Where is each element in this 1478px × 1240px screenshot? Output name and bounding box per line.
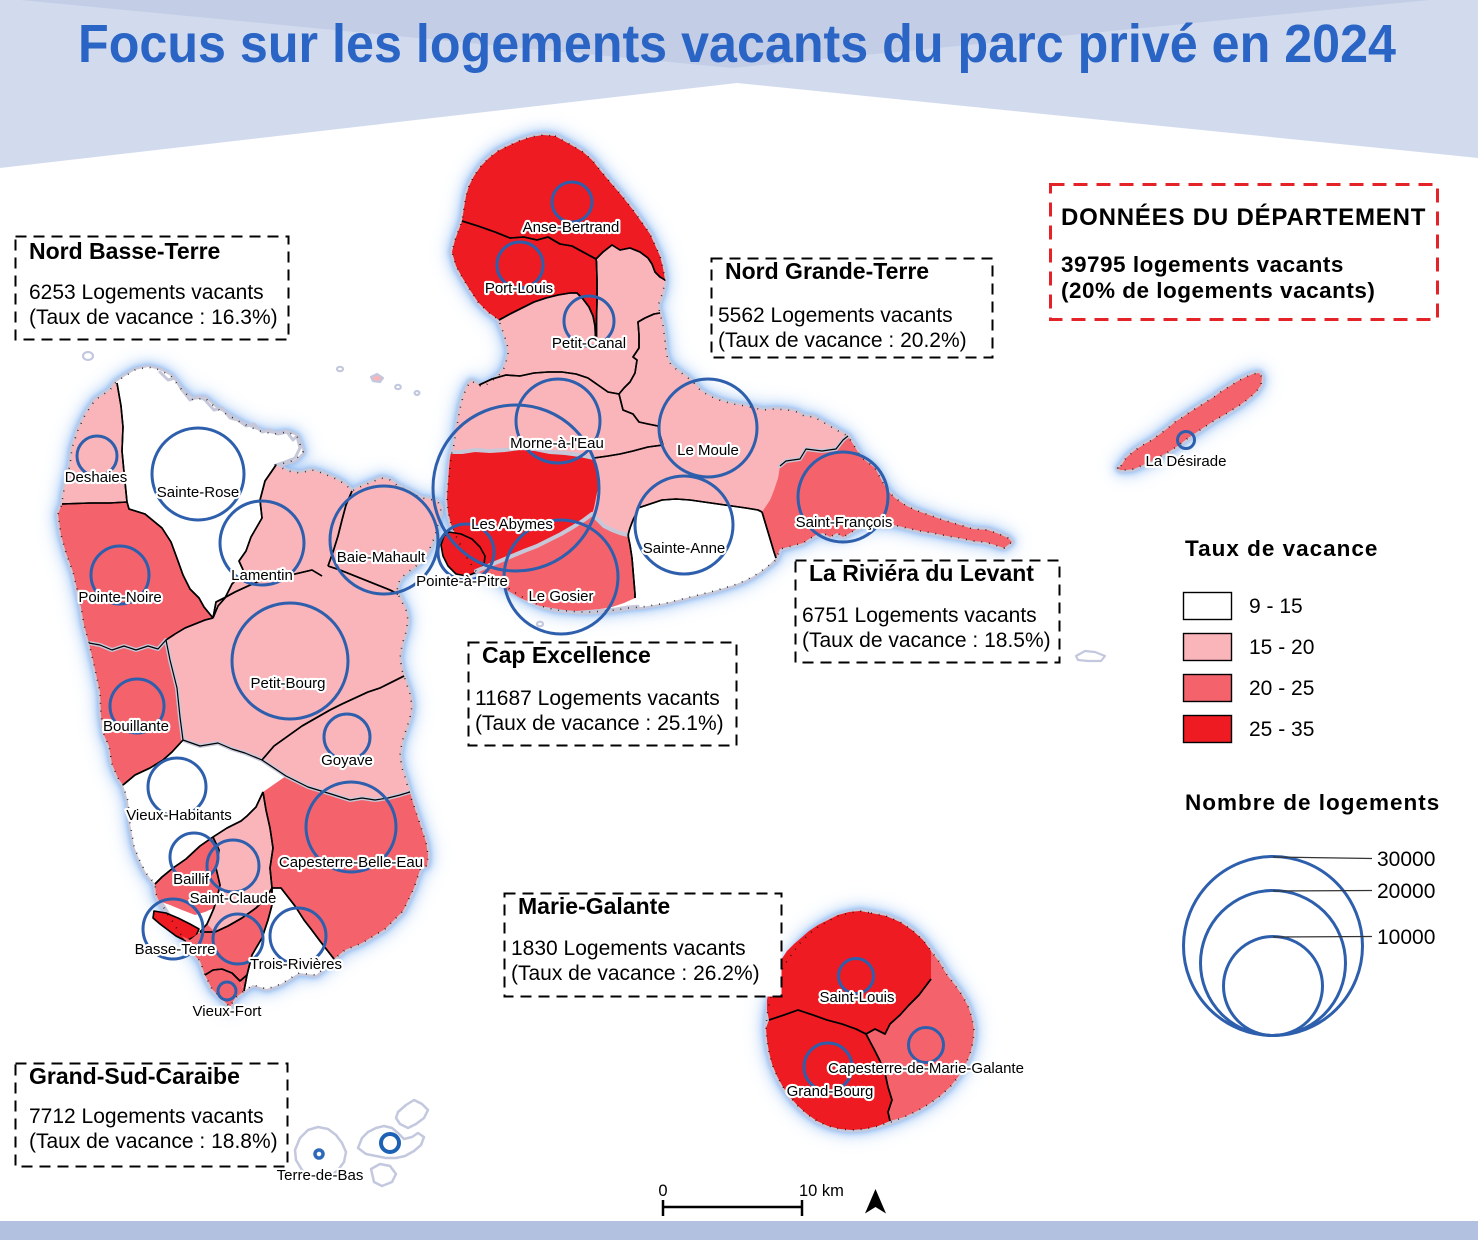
svg-text:Saint-François: Saint-François [796,514,893,531]
svg-text:11687 Logements vacants: 11687 Logements vacants [475,687,720,710]
svg-text:Sainte-Rose: Sainte-Rose [157,484,240,501]
svg-text:(Taux de vacance : 20.2%): (Taux de vacance : 20.2%) [718,329,967,352]
svg-text:Vieux-Fort: Vieux-Fort [193,1003,263,1020]
svg-text:15 - 20: 15 - 20 [1249,636,1314,659]
svg-text:Saint-Claude: Saint-Claude [190,890,277,907]
svg-text:Pointe-Noire: Pointe-Noire [78,589,161,606]
svg-text:Saint-Louis: Saint-Louis [819,989,894,1006]
svg-text:5562 Logements vacants: 5562 Logements vacants [718,304,953,327]
svg-text:Sainte-Anne: Sainte-Anne [643,540,726,557]
svg-text:Focus sur les logements vacant: Focus sur les logements vacants du parc … [78,14,1396,74]
svg-text:20 - 25: 20 - 25 [1249,677,1314,700]
svg-text:La Désirade: La Désirade [1146,453,1227,470]
svg-text:Vieux-Habitants: Vieux-Habitants [126,807,232,824]
svg-text:Bouillante: Bouillante [103,718,169,735]
svg-text:20000: 20000 [1377,880,1435,903]
svg-text:(Taux de vacance : 25.1%): (Taux de vacance : 25.1%) [475,712,724,735]
svg-text:6751 Logements vacants: 6751 Logements vacants [802,604,1037,627]
svg-text:La Riviéra du Levant: La Riviéra du Levant [809,560,1034,586]
svg-text:Taux de vacance: Taux de vacance [1185,536,1378,561]
svg-text:Grand-Bourg: Grand-Bourg [787,1083,874,1100]
svg-text:Les Abymes: Les Abymes [471,516,553,533]
svg-text:Pointe-à-Pitre: Pointe-à-Pitre [416,573,508,590]
svg-text:Goyave: Goyave [321,752,373,769]
svg-text:Baillif: Baillif [173,871,210,888]
svg-text:0: 0 [658,1182,667,1200]
svg-text:DONNÉES DU DÉPARTEMENT: DONNÉES DU DÉPARTEMENT [1061,203,1426,231]
svg-text:10000: 10000 [1377,926,1435,949]
svg-text:Nord Grande-Terre: Nord Grande-Terre [725,258,929,284]
svg-text:Capesterre-Belle-Eau: Capesterre-Belle-Eau [279,854,423,871]
svg-text:7712 Logements vacants: 7712 Logements vacants [29,1105,264,1128]
svg-text:Port-Louis: Port-Louis [485,280,553,297]
svg-text:Deshaies: Deshaies [65,469,128,486]
svg-text:(Taux de vacance : 18.8%): (Taux de vacance : 18.8%) [29,1130,278,1153]
svg-text:Anse-Bertrand: Anse-Bertrand [523,219,620,236]
svg-text:Trois-Rivières: Trois-Rivières [250,956,342,973]
svg-text:25 - 35: 25 - 35 [1249,718,1314,741]
svg-text:Grand-Sud-Caraibe: Grand-Sud-Caraibe [29,1063,240,1089]
svg-text:Le Gosier: Le Gosier [528,588,593,605]
svg-text:Le Moule: Le Moule [677,442,739,459]
svg-text:(Taux de vacance : 18.5%): (Taux de vacance : 18.5%) [802,629,1051,652]
svg-text:Morne-à-l'Eau: Morne-à-l'Eau [510,435,604,452]
svg-text:Basse-Terre: Basse-Terre [135,941,216,958]
svg-text:1830 Logements vacants: 1830 Logements vacants [511,937,746,960]
svg-text:(20% de logements vacants): (20% de logements vacants) [1061,278,1375,303]
svg-text:Terre-de-Bas: Terre-de-Bas [277,1167,364,1184]
svg-text:6253 Logements vacants: 6253 Logements vacants [29,281,264,304]
svg-text:30000: 30000 [1377,848,1435,871]
svg-text:(Taux de vacance : 26.2%): (Taux de vacance : 26.2%) [511,962,760,985]
svg-text:Capesterre-de-Marie-Galante: Capesterre-de-Marie-Galante [828,1060,1024,1077]
svg-text:Baie-Mahault: Baie-Mahault [337,549,426,566]
svg-text:Petit-Canal: Petit-Canal [552,335,626,352]
svg-text:39795 logements vacants: 39795 logements vacants [1061,252,1344,277]
svg-text:Lamentin: Lamentin [231,567,293,584]
svg-text:9 - 15: 9 - 15 [1249,595,1303,618]
svg-text:(Taux de vacance : 16.3%): (Taux de vacance : 16.3%) [29,306,278,329]
svg-text:Petit-Bourg: Petit-Bourg [250,675,325,692]
svg-text:10 km: 10 km [799,1182,844,1200]
svg-text:Nombre de logements: Nombre de logements [1185,790,1440,815]
svg-text:Cap Excellence: Cap Excellence [482,642,651,668]
svg-text:Marie-Galante: Marie-Galante [518,893,670,919]
svg-text:Nord Basse-Terre: Nord Basse-Terre [29,238,220,264]
